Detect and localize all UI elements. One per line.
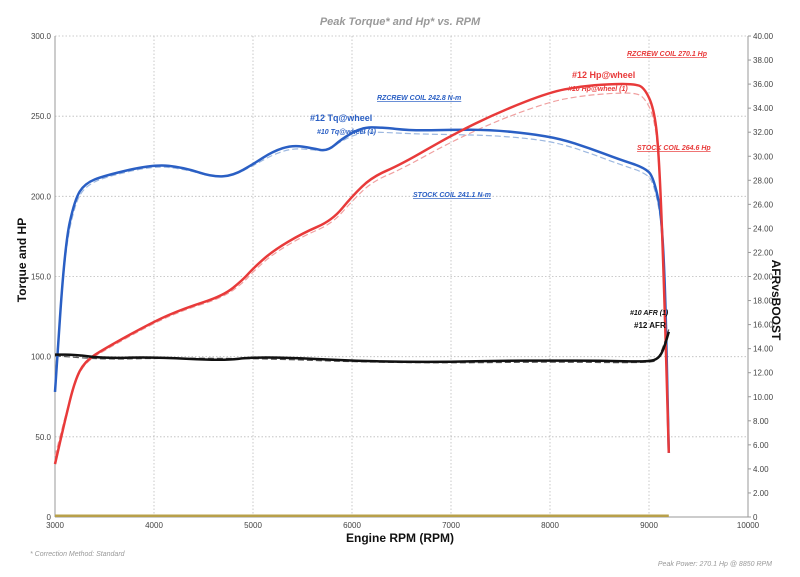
- y2-tick-label: 14.00: [753, 345, 774, 354]
- series-line--12-tq-wheel: [53, 126, 671, 453]
- y2-tick-label: 40.00: [753, 32, 774, 41]
- x-tick-label: 4000: [145, 521, 163, 530]
- y2-tick-label: 26.00: [753, 200, 774, 209]
- y2-tick-label: 38.00: [753, 56, 774, 65]
- y-tick-label: 50.0: [35, 433, 51, 442]
- footer-peak-power: Peak Power: 270.1 Hp @ 8850 RPM: [658, 561, 772, 568]
- y2-tick-label: 6.00: [753, 441, 769, 450]
- y2-tick-label: 4.00: [753, 465, 769, 474]
- series-line--10-tq-wheel-1-: [54, 131, 670, 445]
- label-tq-10: #10 Tq@wheel (1): [317, 129, 377, 136]
- label-hp-12: #12 Hp@wheel: [572, 70, 635, 80]
- y2-tick-label: 30.00: [753, 152, 774, 161]
- y-tick-label: 150.0: [31, 273, 52, 282]
- y2-tick-label: 2.00: [753, 489, 769, 498]
- x-tick-label: 3000: [46, 521, 64, 530]
- series-line--12-afr: [55, 331, 670, 364]
- x-tick-label: 9000: [640, 521, 658, 530]
- annotation-rzcrew-hp: RZCREW COIL 270.1 Hp: [627, 51, 708, 58]
- y2-tick-label: 36.00: [753, 80, 774, 89]
- series-line--12-hp-wheel: [53, 82, 671, 465]
- chart-title: Peak Torque* and Hp* vs. RPM: [320, 16, 481, 28]
- annotation-rzcrew-tq: RZCREW COIL 242.8 N-m: [377, 95, 461, 102]
- x-tick-label: 6000: [343, 521, 361, 530]
- x-tick-label: 10000: [737, 521, 760, 530]
- label-afr-12: #12 AFR: [634, 321, 666, 330]
- x-tick-label: 7000: [442, 521, 460, 530]
- y-tick-label: 250.0: [31, 112, 52, 121]
- label-hp-10: #10 Hp@wheel (1): [568, 86, 628, 93]
- y2-tick-label: 32.00: [753, 128, 774, 137]
- y-tick-label: 100.0: [31, 353, 52, 362]
- y2-axis-label: AFRvsBOOST: [769, 260, 783, 341]
- y2-tick-label: 20.00: [753, 273, 774, 282]
- y-tick-label: 0: [47, 513, 52, 522]
- y2-tick-label: 10.00: [753, 393, 774, 402]
- y2-tick-label: 34.00: [753, 104, 774, 113]
- y2-tick-label: 24.00: [753, 224, 774, 233]
- annotation-stock-hp: STOCK COIL 264.6 Hp: [637, 145, 711, 152]
- footer-correction: * Correction Method: Standard: [30, 551, 126, 558]
- y2-tick-label: 22.00: [753, 248, 774, 257]
- y2-tick-label: 28.00: [753, 176, 774, 185]
- label-afr-10: #10 AFR (1): [630, 310, 669, 317]
- y2-tick-label: 16.00: [753, 321, 774, 330]
- y-tick-label: 300.0: [31, 32, 52, 41]
- y2-tick-label: 18.00: [753, 297, 774, 306]
- y2-tick-label: 8.00: [753, 417, 769, 426]
- y2-tick-label: 0: [753, 513, 758, 522]
- series-line--10-hp-wheel-1-: [54, 92, 670, 457]
- x-tick-label: 5000: [244, 521, 262, 530]
- y-axis-label: Torque and HP: [15, 218, 29, 302]
- label-tq-12: #12 Tq@wheel: [310, 113, 372, 123]
- y-tick-label: 200.0: [31, 192, 52, 201]
- annotation-stock-tq: STOCK COIL 241.1 N-m: [413, 192, 491, 199]
- y2-tick-label: 12.00: [753, 369, 774, 378]
- x-tick-label: 8000: [541, 521, 559, 530]
- x-axis-label: Engine RPM (RPM): [346, 531, 454, 545]
